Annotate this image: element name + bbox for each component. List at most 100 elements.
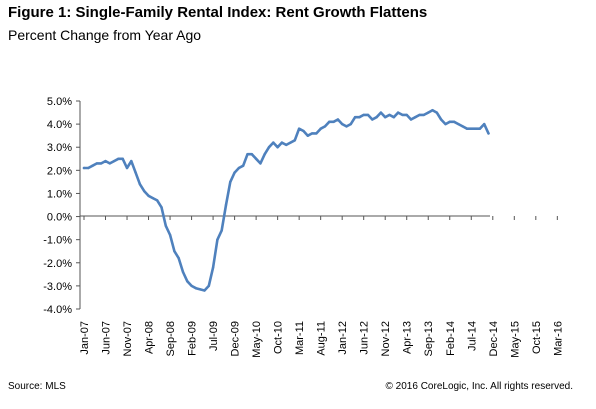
data-point (379, 111, 383, 114)
data-point (82, 166, 86, 170)
x-tick-label: Nov-12 (380, 321, 392, 356)
data-point (250, 153, 253, 156)
data-point (285, 143, 288, 147)
x-tick-label: Aug-11 (316, 321, 328, 356)
x-tick-label: Oct-15 (531, 321, 543, 354)
y-axis: 5.0% 4.0% 3.0% 2.0% 1.0% 0.0% -1.0% -2.0% -3.0% -… (43, 96, 80, 316)
data-point (108, 162, 112, 165)
data-point (319, 127, 322, 130)
data-point (199, 288, 202, 291)
x-tick-label: Apr-08 (144, 321, 156, 354)
data-point (375, 116, 378, 119)
y-tick-label: -1.0% (43, 235, 72, 247)
y-tick-label: 3.0% (47, 142, 72, 154)
x-tick-label: Jun-07 (101, 321, 113, 355)
data-point (444, 122, 447, 126)
data-point (272, 141, 275, 144)
x-tick-label: Jan-07 (79, 321, 91, 355)
x-tick-label: Jan-12 (337, 321, 349, 355)
data-point (259, 162, 262, 165)
x-tick-label: Jul-09 (208, 321, 220, 351)
data-point (439, 118, 443, 121)
series-line (82, 108, 490, 292)
data-point (203, 289, 206, 292)
source-note: Source: MLS (8, 381, 66, 392)
y-tick-label: -4.0% (43, 304, 72, 316)
data-point (341, 122, 344, 126)
data-point (95, 162, 99, 165)
data-point (388, 113, 391, 117)
y-tick-label: 1.0% (47, 188, 72, 200)
data-point (435, 111, 438, 114)
data-point (91, 164, 94, 167)
data-point (470, 127, 473, 130)
data-point (315, 132, 318, 135)
data-point (242, 164, 245, 167)
data-point (422, 113, 426, 117)
data-point (233, 171, 236, 174)
data-point (134, 171, 137, 174)
data-point (362, 113, 365, 117)
data-point (276, 146, 279, 149)
x-tick-label: Sep-08 (165, 321, 177, 356)
data-point (138, 183, 142, 186)
data-point (117, 157, 120, 160)
data-point (104, 159, 107, 163)
data-point (186, 280, 189, 283)
data-point (427, 111, 430, 114)
data-point (181, 270, 185, 274)
data-point (336, 118, 340, 121)
data-point (371, 118, 374, 121)
data-point (409, 118, 413, 121)
x-axis: Jan-07 Jun-07 Nov-07 Apr-08 Sep-08 Feb-09 Jul-… (79, 216, 564, 358)
data-point (465, 127, 469, 130)
data-point (246, 153, 249, 156)
x-tick-label: Sep-13 (423, 321, 435, 356)
data-point (216, 238, 219, 241)
data-point (457, 122, 460, 126)
data-point (328, 120, 331, 124)
y-tick-label: 2.0% (47, 165, 72, 177)
y-tick-label: 5.0% (47, 96, 72, 108)
data-point (302, 129, 305, 133)
data-point (487, 132, 490, 135)
chart-title: Figure 1: Single-Family Rental Index: Re… (8, 4, 428, 21)
data-point (156, 199, 159, 202)
data-point (414, 116, 417, 119)
data-point (392, 116, 395, 119)
x-tick-label: Dec-09 (230, 321, 242, 356)
data-point (293, 139, 296, 142)
data-point (349, 122, 352, 126)
data-point (100, 162, 103, 165)
data-point (280, 141, 284, 144)
x-tick-label: Feb-14 (445, 321, 457, 356)
data-point (401, 113, 404, 117)
data-point (478, 127, 482, 130)
data-point (164, 224, 167, 227)
chart-subtitle: Percent Change from Year Ago (8, 27, 202, 43)
data-point (297, 127, 301, 130)
data-point (173, 250, 176, 253)
x-tick-label: Nov-07 (122, 321, 134, 356)
x-tick-label: Oct-10 (273, 321, 285, 354)
data-point (220, 229, 223, 232)
data-point (483, 122, 486, 126)
data-point (448, 120, 451, 124)
data-point (177, 257, 180, 260)
data-point (211, 266, 215, 269)
data-point (125, 166, 129, 170)
data-point (405, 113, 408, 117)
data-point (431, 109, 434, 112)
y-tick-label: -3.0% (43, 281, 72, 293)
x-tick-label: Mar-11 (294, 321, 306, 355)
y-tick-label: 0.0% (47, 212, 72, 224)
y-tick-label: -2.0% (43, 258, 72, 270)
series-group (82, 108, 490, 292)
data-point (130, 159, 133, 163)
data-point (418, 113, 421, 117)
data-point (151, 196, 154, 200)
data-point (323, 125, 327, 128)
y-tick-label: 4.0% (47, 119, 72, 131)
data-point (168, 233, 172, 237)
data-point (237, 166, 241, 170)
